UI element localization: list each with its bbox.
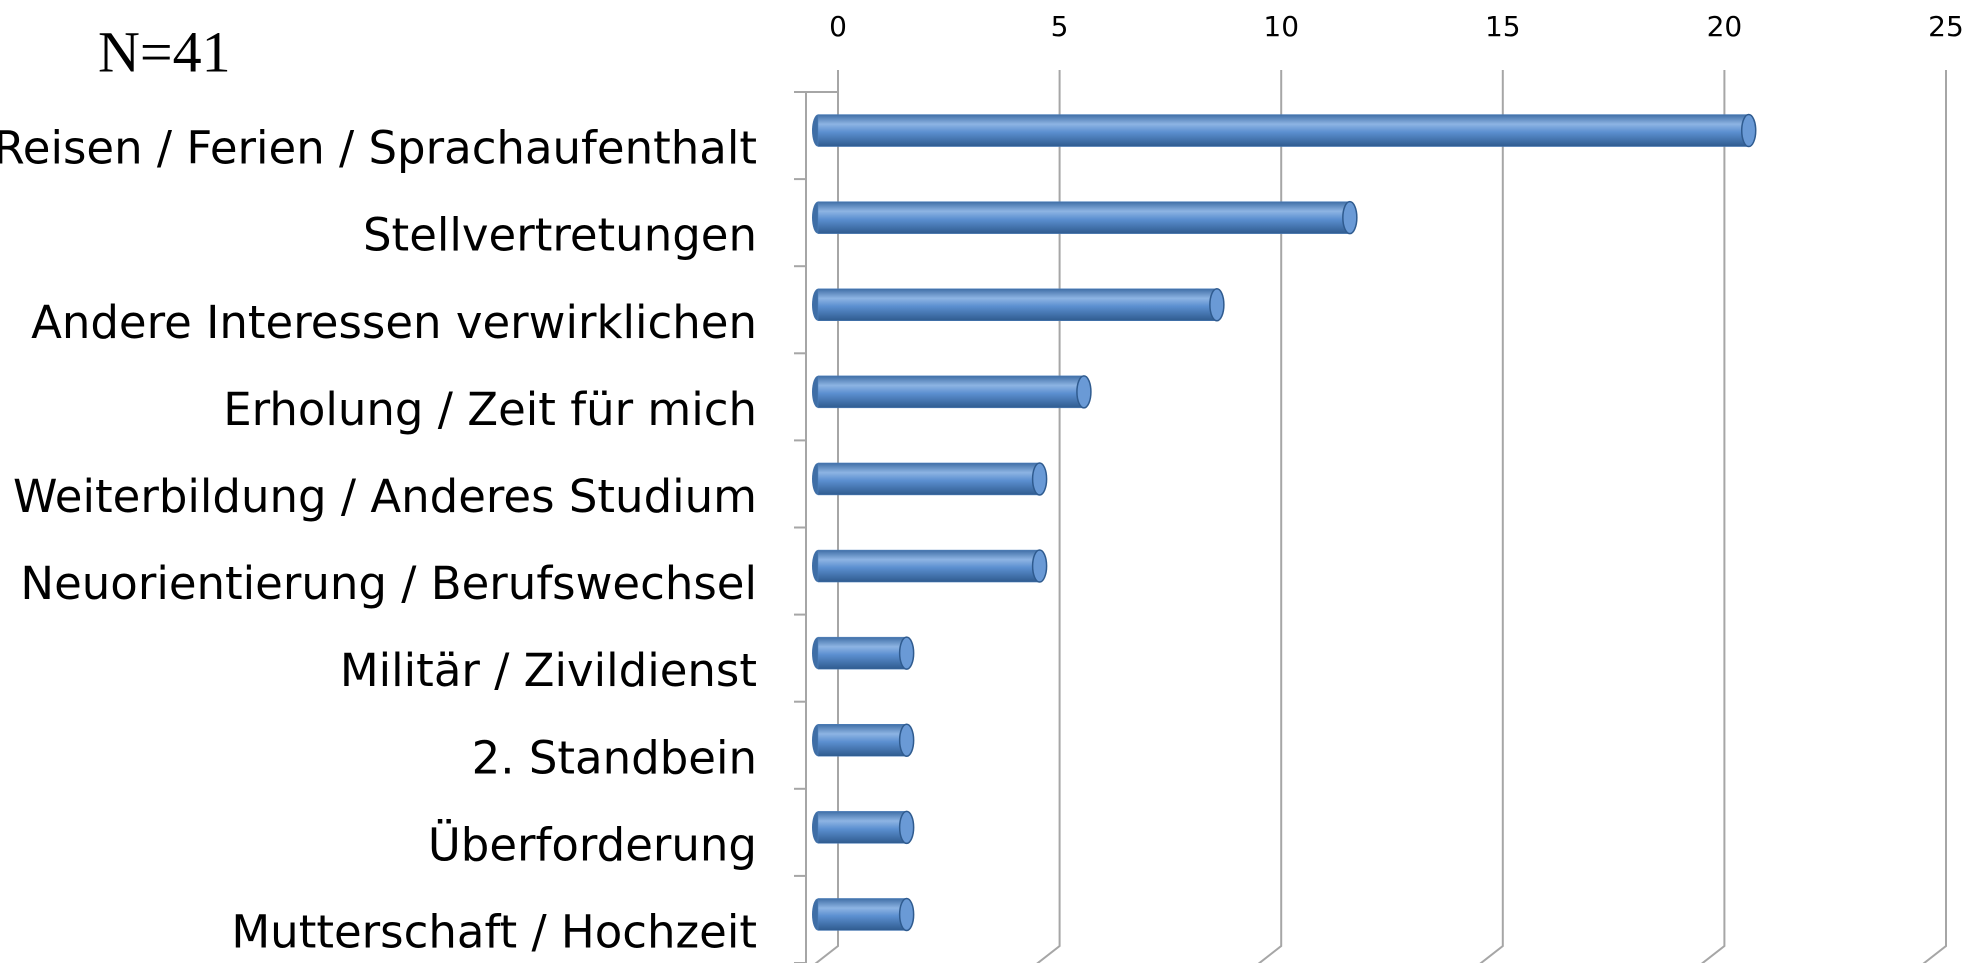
x-tick-label: 20 bbox=[1707, 10, 1743, 43]
y-tick-label: Überforderung bbox=[428, 818, 757, 871]
y-tick-label: 2. Standbein bbox=[472, 731, 757, 784]
bar-cap bbox=[898, 636, 915, 670]
bar-cap bbox=[1031, 462, 1048, 496]
y-tick-label: Mutterschaft / Hochzeit bbox=[231, 905, 757, 958]
bar bbox=[817, 114, 1749, 147]
x-tick-label: 10 bbox=[1263, 10, 1299, 43]
y-tick-label: Weiterbildung / Anderes Studium bbox=[13, 470, 757, 523]
x-tick-label: 25 bbox=[1928, 10, 1964, 43]
bar-cap bbox=[1076, 375, 1092, 409]
bar-cap bbox=[1342, 200, 1358, 235]
x-tick-label: 5 bbox=[1051, 10, 1069, 43]
annotation: N=41 bbox=[98, 19, 231, 84]
y-tick-label: Militär / Zivildienst bbox=[340, 644, 757, 697]
x-tick-label: 0 bbox=[829, 10, 847, 43]
y-tick-label: Reisen / Ferien / Sprachaufenthalt bbox=[0, 122, 757, 175]
y-tick-label: Erholung / Zeit für mich bbox=[223, 383, 757, 436]
bar bbox=[817, 636, 907, 670]
bar bbox=[817, 549, 1040, 583]
bar bbox=[817, 201, 1351, 234]
grid-line bbox=[1701, 70, 1726, 963]
grid-line bbox=[1479, 70, 1504, 963]
bar-cap bbox=[1031, 549, 1048, 583]
grid-line bbox=[1922, 70, 1947, 963]
y-tick-label: Stellvertretungen bbox=[363, 209, 757, 262]
y-tick-label: Andere Interessen verwirklichen bbox=[31, 296, 757, 349]
bar-cap bbox=[898, 897, 915, 932]
bar bbox=[817, 375, 1085, 409]
bar-cap bbox=[1740, 113, 1757, 148]
bar bbox=[817, 288, 1218, 321]
bar bbox=[817, 898, 907, 931]
x-tick-label: 15 bbox=[1485, 10, 1521, 43]
bar bbox=[817, 724, 907, 757]
bar-cap bbox=[1209, 288, 1225, 322]
bar-cap bbox=[898, 723, 915, 757]
y-tick-label: Neuorientierung / Berufswechsel bbox=[20, 557, 757, 610]
bar bbox=[817, 811, 907, 844]
bar bbox=[817, 462, 1040, 496]
bar-cap bbox=[898, 810, 915, 845]
